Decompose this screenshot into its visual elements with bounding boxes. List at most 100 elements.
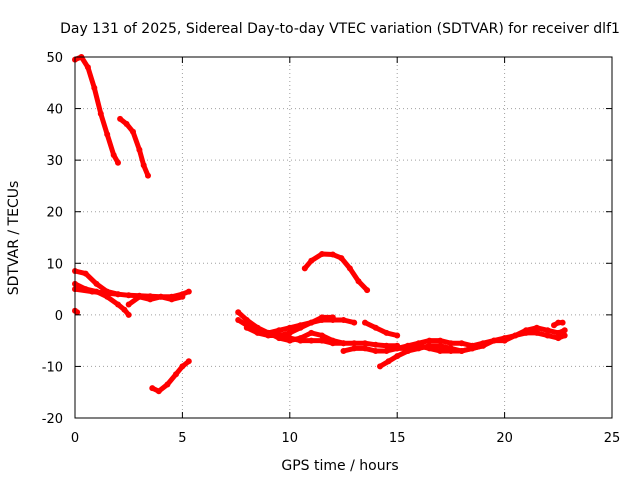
data-point — [544, 332, 551, 339]
y-axis-label: SDTVAR / TECUs — [6, 181, 22, 296]
data-point — [551, 322, 557, 329]
data-point — [523, 329, 530, 336]
data-point — [157, 293, 164, 300]
x-tick-label: 10 — [282, 431, 299, 446]
data-point — [104, 131, 111, 138]
data-point — [308, 319, 315, 326]
data-point — [286, 324, 293, 331]
data-point — [89, 288, 96, 295]
data-point — [533, 324, 540, 331]
data-point — [458, 348, 465, 354]
data-point — [555, 329, 562, 336]
data-point — [555, 335, 562, 342]
data-point — [458, 340, 465, 347]
data-point — [561, 327, 568, 334]
data-point — [351, 345, 358, 352]
data-point — [155, 388, 162, 395]
data-point — [338, 255, 345, 262]
data-point — [383, 342, 390, 349]
data-point — [308, 257, 315, 264]
data-point — [329, 317, 336, 323]
x-tick-label: 5 — [178, 431, 186, 446]
data-point — [97, 110, 104, 117]
data-point — [544, 327, 551, 334]
data-point — [164, 381, 171, 388]
data-point — [351, 340, 358, 347]
data-point — [362, 340, 368, 347]
axis-ticks: 0 5 10 15 20 25 -20 -10 0 10 20 30 40 50 — [42, 51, 621, 446]
data-point — [377, 363, 383, 370]
data-point — [286, 329, 293, 336]
data-point — [480, 342, 487, 349]
data-point — [437, 337, 444, 344]
data-point — [301, 265, 308, 272]
data-point — [383, 348, 390, 354]
data-point — [372, 348, 379, 354]
data-point — [340, 317, 347, 323]
x-tick-label: 15 — [389, 431, 406, 446]
series-arc-15 — [341, 325, 568, 354]
y-tick-label: 30 — [46, 154, 63, 169]
data-point — [404, 345, 411, 352]
data-point — [147, 296, 154, 303]
data-point — [74, 309, 81, 316]
data-point — [125, 301, 132, 308]
data-point — [93, 280, 100, 287]
data-point — [136, 293, 143, 300]
data-point — [364, 287, 371, 294]
data-point — [243, 324, 250, 331]
data-point — [319, 317, 325, 323]
data-point — [372, 324, 379, 331]
data-point — [168, 296, 175, 303]
series-arc-5 — [72, 286, 121, 297]
data-point — [179, 363, 186, 370]
data-point — [319, 337, 325, 344]
data-point — [437, 348, 444, 354]
data-point — [276, 332, 283, 339]
data-point — [123, 121, 130, 127]
data-point — [136, 146, 143, 153]
data-point — [235, 309, 242, 316]
data-point — [415, 342, 422, 349]
data-point — [490, 337, 497, 344]
data-point — [447, 348, 454, 354]
data-point — [91, 84, 98, 91]
x-axis-label: GPS time / hours — [281, 458, 398, 474]
data-point — [308, 337, 315, 344]
data-point — [340, 348, 347, 354]
data-point — [297, 337, 304, 344]
y-tick-label: 40 — [46, 103, 63, 118]
x-tick-label: 0 — [71, 431, 79, 446]
data-point — [469, 345, 476, 352]
data-point — [555, 319, 562, 326]
data-point — [346, 265, 353, 272]
data-point — [254, 329, 261, 336]
data-point — [185, 358, 192, 365]
data-point — [383, 329, 390, 336]
data-traces — [72, 54, 568, 395]
y-tick-label: 20 — [46, 206, 63, 221]
data-point — [235, 317, 242, 323]
data-point — [362, 345, 368, 352]
data-point — [561, 332, 568, 339]
data-point — [115, 301, 121, 308]
y-tick-label: -10 — [42, 360, 63, 375]
data-point — [447, 340, 454, 347]
x-tick-label: 25 — [604, 431, 621, 446]
data-point — [121, 306, 128, 313]
data-point — [265, 332, 272, 339]
data-point — [117, 115, 124, 122]
data-point — [340, 340, 347, 347]
data-point — [179, 293, 186, 300]
data-point — [115, 291, 121, 298]
data-point — [437, 342, 444, 349]
data-point — [149, 385, 156, 392]
data-point — [385, 358, 392, 365]
x-tick-label: 20 — [496, 431, 513, 446]
series-arc-14 — [362, 320, 400, 338]
data-point — [329, 251, 336, 258]
data-point — [130, 128, 136, 135]
data-point — [426, 345, 433, 352]
y-tick-label: -20 — [42, 412, 63, 427]
